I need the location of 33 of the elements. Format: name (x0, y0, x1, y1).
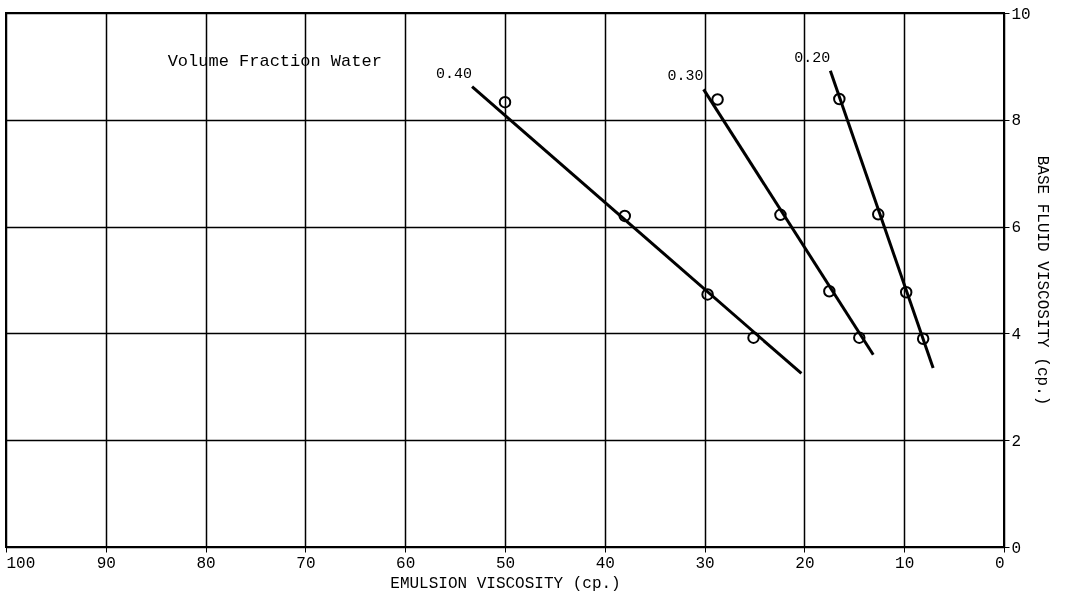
point (899, 286, 913, 299)
x-tick-label: 70 (296, 554, 316, 573)
x-tick-label: 40 (595, 554, 615, 573)
x-tick-label: 100 (6, 554, 36, 573)
y-tick-label: 10 (1011, 5, 1031, 24)
x-tick-label: 80 (196, 554, 216, 573)
point (618, 209, 631, 223)
x-tick-label: 0 (994, 554, 1005, 573)
point (872, 208, 885, 221)
x-tick-label: 20 (795, 554, 815, 573)
y-tick-label: 4 (1011, 325, 1022, 344)
x-tick-label: 50 (495, 554, 516, 573)
point (747, 331, 760, 344)
point (916, 332, 930, 345)
x-tick-label: 30 (695, 554, 715, 573)
point (823, 284, 836, 298)
x-tick-label: 60 (396, 554, 416, 573)
x-axis-title: EMULSION VISCOSITY (cp.) (390, 574, 621, 593)
point (833, 92, 846, 106)
point (701, 288, 714, 301)
y-axis-title: BASE FLUID VISCOSITY (cp.) (1032, 155, 1051, 406)
point (774, 208, 787, 222)
point (853, 331, 866, 344)
series-label: 0.30 (667, 68, 704, 86)
y-tick-label: 0 (1011, 539, 1022, 558)
y-tick-label: 8 (1011, 112, 1022, 131)
y-tick-label: 2 (1011, 432, 1022, 451)
x-tick-label: 90 (96, 554, 116, 573)
point (711, 93, 724, 106)
x-tick-label: 10 (895, 554, 915, 573)
point (498, 95, 512, 109)
series-label: 0.40 (436, 65, 473, 83)
y-tick-label: 6 (1011, 219, 1022, 238)
